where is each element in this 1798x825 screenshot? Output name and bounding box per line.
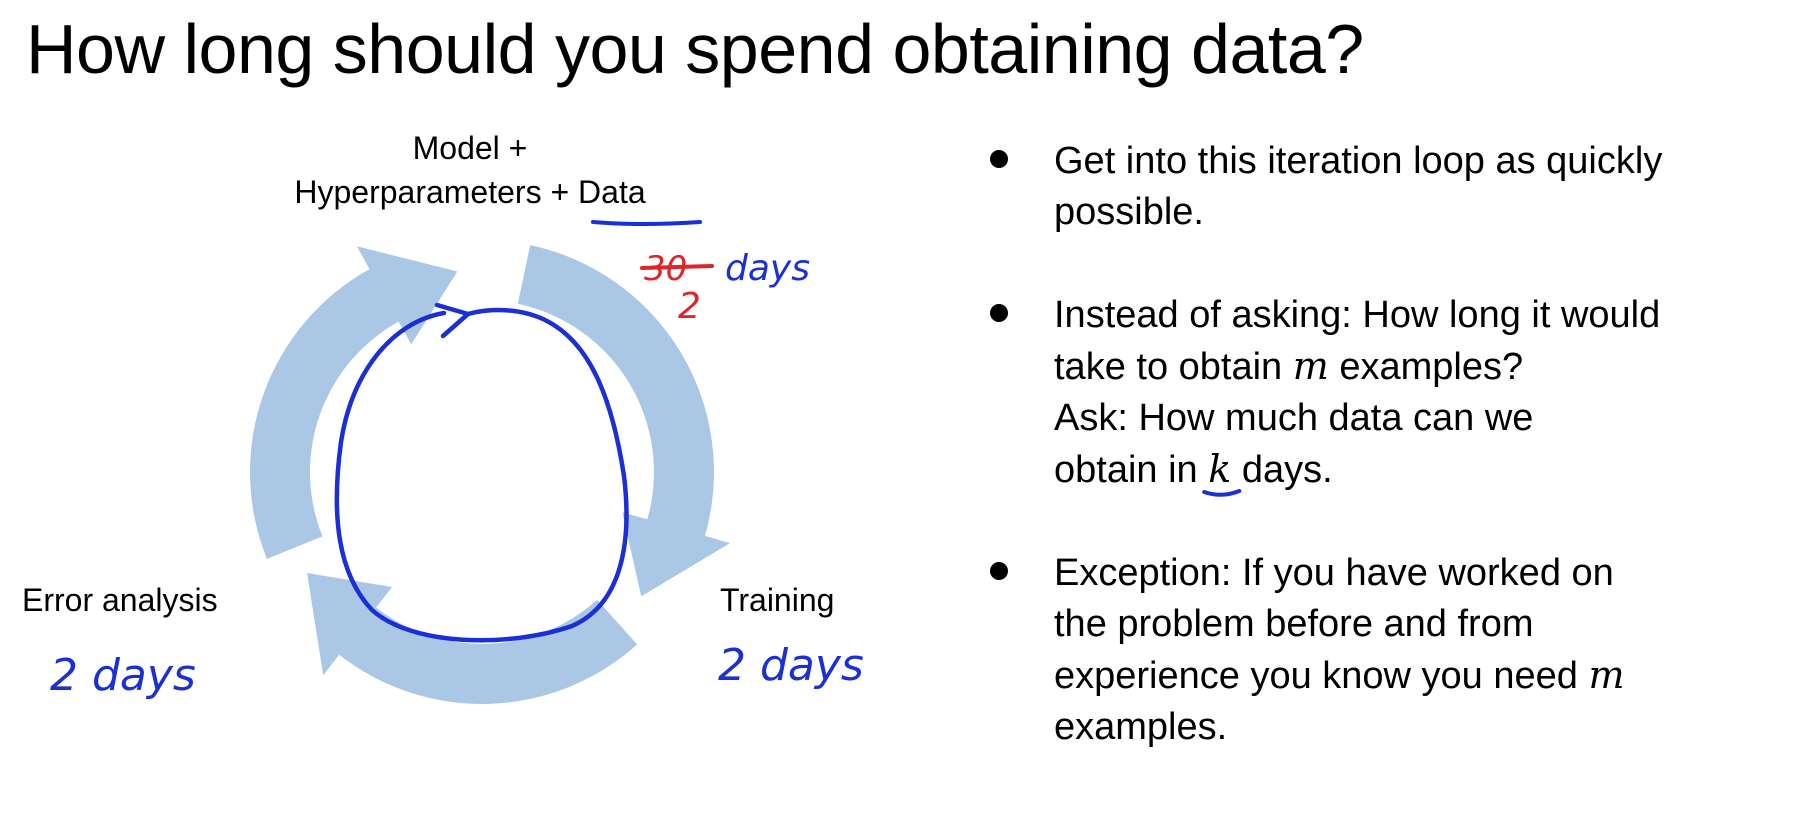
bullet-line: Exception: If you have worked on (1054, 552, 1614, 594)
bullet-dot (990, 150, 1008, 168)
math-variable-m: m (1588, 653, 1625, 697)
data-text: Data (578, 174, 646, 210)
iteration-loop-diagram: 30 2 days 2 days 2 days Model + Hyperpar… (22, 126, 864, 704)
model-label: Model + (412, 130, 528, 166)
bullet-line: experience you know you need m (1054, 650, 1790, 702)
bullet-line: Instead of asking: How long it would (1054, 294, 1661, 336)
text-segment: examples? (1328, 346, 1524, 388)
data-underline (591, 220, 702, 226)
text-segment: obtain in (1054, 449, 1209, 491)
strike-through (640, 264, 714, 270)
hyperparameters-data-label: Hyperparameters + Data (200, 170, 740, 214)
text-segment: days. (1231, 449, 1333, 491)
bullet-line: obtain in k days. (1054, 444, 1790, 496)
bullet-line: possible. (1054, 191, 1204, 233)
bullet-line: Ask: How much data can we (1054, 397, 1534, 439)
bullet-line: take to obtain m examples? (1054, 341, 1790, 393)
cycle-arrow-top (250, 246, 458, 559)
bullet-line: examples. (1054, 706, 1228, 748)
training-days: 2 days (718, 640, 864, 691)
bullet-line: the problem before and from (1054, 603, 1534, 645)
slide-title: How long should you spend obtaining data… (26, 10, 1364, 88)
text-segment: take to obtain (1054, 346, 1293, 388)
error-analysis-days: 2 days (50, 650, 196, 701)
cycle-arrows (250, 245, 730, 704)
math-variable-k: k (1208, 447, 1232, 491)
text-segment: experience you know you need (1054, 655, 1589, 697)
corrected-days: 2 (678, 286, 701, 327)
cycle-arrow-bottom (307, 573, 638, 704)
bullet-line: Get into this iteration loop as quickly (1054, 140, 1663, 182)
bullet-instead-of-asking: Instead of asking: How long it would tak… (990, 290, 1790, 496)
bullet-list: Get into this iteration loop as quickly … (990, 136, 1790, 805)
bullet-dot (990, 304, 1008, 322)
cycle-arrow-right (517, 245, 730, 597)
hand-drawn-loop-arrowhead (434, 302, 471, 339)
training-label: Training (720, 582, 835, 618)
model-hyperparameters-data-label: Model + Hyperparameters + Data (200, 126, 740, 214)
math-variable-m: m (1292, 344, 1329, 388)
bullet-dot (990, 562, 1008, 580)
error-analysis-label: Error analysis (22, 582, 218, 618)
bullet-exception: Exception: If you have worked on the pro… (990, 548, 1790, 753)
hyperparameters-text: Hyperparameters + (294, 174, 579, 210)
cycle-graphic: 30 2 days 2 days 2 days (50, 220, 864, 704)
bullet-iteration-loop: Get into this iteration loop as quickly … (990, 136, 1790, 238)
data-days-unit: days (725, 248, 810, 289)
hand-drawn-loop (334, 307, 629, 643)
